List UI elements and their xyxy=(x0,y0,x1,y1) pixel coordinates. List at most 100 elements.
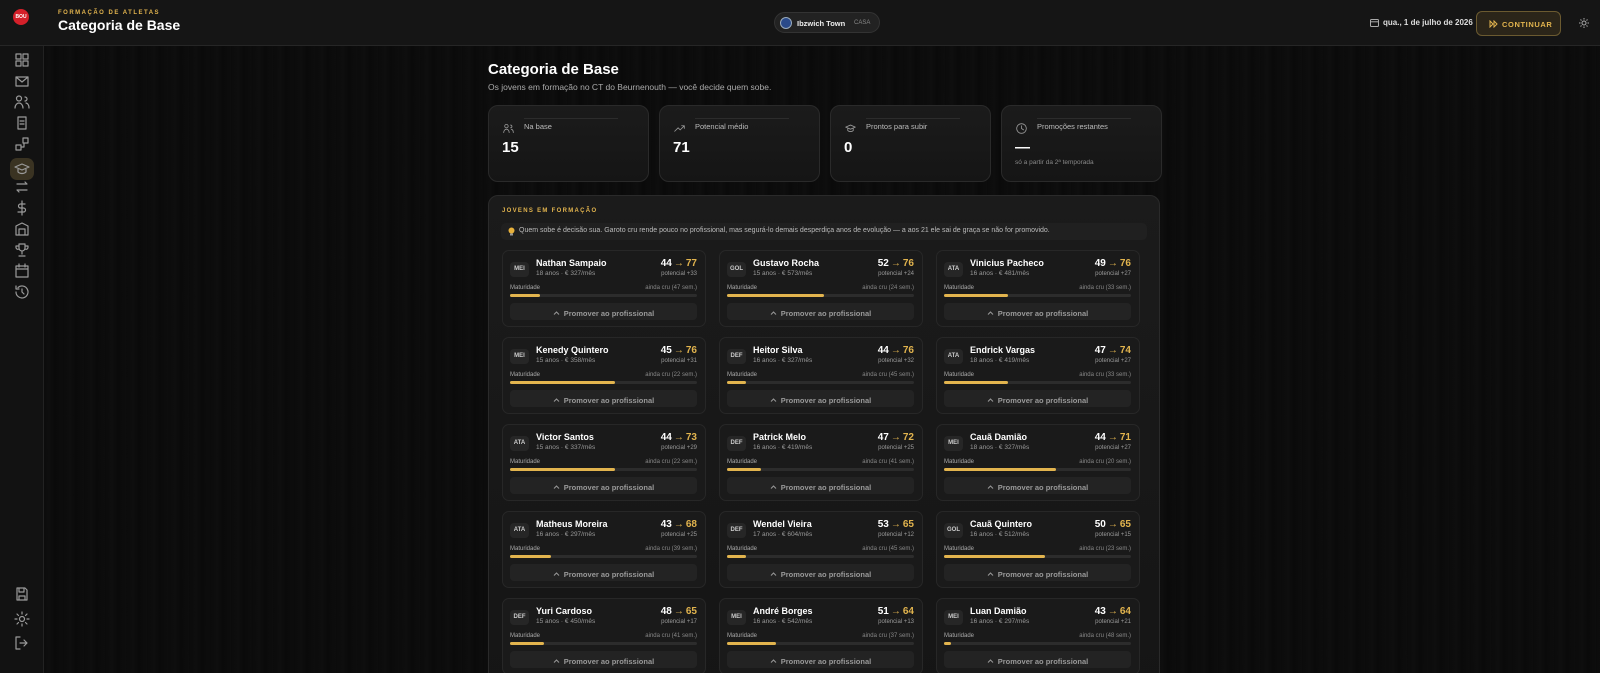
promote-button[interactable]: Promover ao profissional xyxy=(944,303,1131,320)
stat-icon xyxy=(503,121,514,134)
rating-arrow: → xyxy=(673,606,684,617)
maturity-track xyxy=(727,294,914,297)
nav-icon[interactable] xyxy=(14,242,30,258)
stat-card: Na base 15 xyxy=(488,105,649,182)
nav-icon[interactable] xyxy=(14,221,30,237)
theme-toggle[interactable] xyxy=(1579,18,1589,28)
promote-button[interactable]: Promover ao profissional xyxy=(510,477,697,494)
promote-button[interactable]: Promover ao profissional xyxy=(727,564,914,581)
maturity-label: Maturidade xyxy=(944,633,975,639)
position-badge: ATA xyxy=(944,349,963,364)
rating: 48 → 65 xyxy=(661,606,697,617)
nav-icon[interactable] xyxy=(14,115,30,131)
stat-label: Na base xyxy=(524,122,552,131)
nav-icon[interactable] xyxy=(14,586,30,602)
promote-button[interactable]: Promover ao profissional xyxy=(727,303,914,320)
position-badge: DEF xyxy=(727,436,746,451)
stat-label: Prontos para subir xyxy=(866,122,928,131)
promote-button[interactable]: Promover ao profissional xyxy=(510,390,697,407)
promote-button[interactable]: Promover ao profissional xyxy=(944,390,1131,407)
current-rating: 47 xyxy=(877,432,889,443)
rating: 50 → 65 xyxy=(1095,519,1131,530)
nav-icon[interactable] xyxy=(10,158,34,180)
stat-card: Prontos para subir 0 xyxy=(830,105,991,182)
maturity-bar xyxy=(510,555,552,558)
rating: 45 → 76 xyxy=(661,345,697,356)
player-info: 16 anos · € 327/mês xyxy=(753,357,813,364)
player-info: 15 anos · € 573/mês xyxy=(753,270,813,277)
promote-label: Promover ao profissional xyxy=(780,657,872,666)
up-arrow xyxy=(553,565,560,576)
stat-icon xyxy=(674,121,685,132)
nav-icon[interactable] xyxy=(14,635,30,651)
potential-gain: potencial +27 xyxy=(1095,358,1131,364)
potential-rating: 64 xyxy=(1119,606,1131,617)
club-logo[interactable]: BOU xyxy=(13,9,29,25)
current-rating: 45 xyxy=(660,345,672,356)
current-rating: 47 xyxy=(1094,345,1106,356)
stat-icon xyxy=(845,121,856,133)
maturity-bar xyxy=(944,468,1057,471)
player-card: DEF Heitor Silva 16 anos · € 327/mês 44 → 76 p… xyxy=(719,337,923,414)
promote-button[interactable]: Promover ao profissional xyxy=(944,564,1131,581)
nav-icon[interactable] xyxy=(14,73,30,89)
tip-text: Quem sobe é decisão sua. Garoto cru rend… xyxy=(519,227,1050,234)
promote-button[interactable]: Promover ao profissional xyxy=(727,477,914,494)
promote-button[interactable]: Promover ao profissional xyxy=(944,651,1131,668)
current-rating: 43 xyxy=(660,519,672,530)
promote-button[interactable]: Promover ao profissional xyxy=(510,651,697,668)
maturity-track xyxy=(727,381,914,384)
potential-gain: potencial +27 xyxy=(1095,271,1131,277)
maturity-track xyxy=(510,381,697,384)
position-badge: GOL xyxy=(727,262,746,277)
maturity-status: ainda cru (41 sem.) xyxy=(862,459,914,465)
nav-icon[interactable] xyxy=(14,263,30,279)
current-rating: 44 xyxy=(660,258,672,269)
current-rating: 52 xyxy=(877,258,889,269)
maturity-status: ainda cru (45 sem.) xyxy=(862,372,914,378)
potential-rating: 76 xyxy=(1119,258,1131,269)
nav-icon[interactable] xyxy=(14,200,30,216)
rating-arrow: → xyxy=(890,345,901,356)
position-badge: DEF xyxy=(727,523,746,538)
player-name: Kenedy Quintero xyxy=(536,345,609,355)
promote-button[interactable]: Promover ao profissional xyxy=(944,477,1131,494)
stat-card: Potencial médio 71 xyxy=(659,105,820,182)
up-arrow xyxy=(770,565,777,576)
player-info: 16 anos · € 297/mês xyxy=(536,531,596,538)
player-card: MEI André Borges 16 anos · € 542/mês 51 → 64 p… xyxy=(719,598,923,673)
rating: 51 → 64 xyxy=(878,606,914,617)
tip-box: Quem sobe é decisão sua. Garoto cru rend… xyxy=(501,223,1147,240)
maturity-bar xyxy=(510,294,540,297)
page-subtitle: Os jovens em formação no CT do Beurnenou… xyxy=(488,82,772,92)
player-info: 15 anos · € 337/mês xyxy=(536,444,596,451)
section-title: JOVENS EM FORMAÇÃO xyxy=(502,208,598,214)
stat-value: 0 xyxy=(844,139,853,156)
maturity-label: Maturidade xyxy=(510,459,541,465)
potential-rating: 65 xyxy=(685,606,697,617)
continue-button[interactable]: CONTINUAR xyxy=(1476,11,1561,36)
potential-gain: potencial +24 xyxy=(878,271,914,277)
maturity-status: ainda cru (39 sem.) xyxy=(645,546,697,552)
nav-icon[interactable] xyxy=(14,179,30,195)
nav-icon[interactable] xyxy=(14,136,30,152)
maturity-track xyxy=(944,642,1131,645)
promote-button[interactable]: Promover ao profissional xyxy=(727,390,914,407)
promote-button[interactable]: Promover ao profissional xyxy=(727,651,914,668)
promote-button[interactable]: Promover ao profissional xyxy=(510,564,697,581)
youth-section: JOVENS EM FORMAÇÃO Quem sobe é decisão s… xyxy=(488,195,1160,673)
current-rating: 44 xyxy=(660,432,672,443)
player-card: GOL Cauã Quintero 16 anos · € 512/mês 50 → 65… xyxy=(936,511,1140,588)
nav-icon[interactable] xyxy=(14,94,30,110)
rating-arrow: → xyxy=(673,519,684,530)
rating-arrow: → xyxy=(673,258,684,269)
up-arrow xyxy=(987,304,994,315)
nav-icon[interactable] xyxy=(14,52,30,68)
rating: 53 → 65 xyxy=(878,519,914,530)
stat-card: Promoções restantes — só a partir da 2ª te… xyxy=(1001,105,1162,182)
rating-arrow: → xyxy=(890,606,901,617)
promote-button[interactable]: Promover ao profissional xyxy=(510,303,697,320)
nav-icon[interactable] xyxy=(14,284,30,300)
club-pill[interactable]: Ibzwich Town CASA xyxy=(774,12,880,33)
nav-icon[interactable] xyxy=(14,611,30,627)
